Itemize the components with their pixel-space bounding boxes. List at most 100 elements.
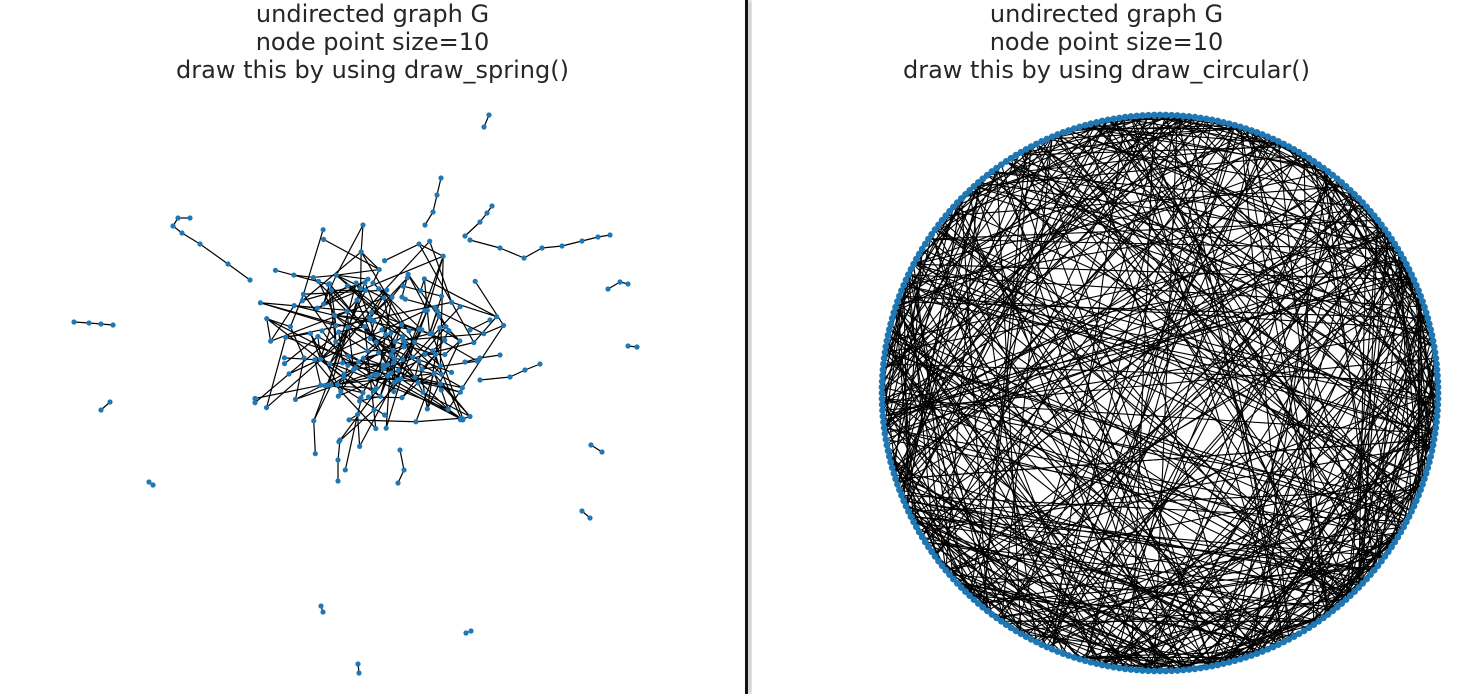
graph-edge xyxy=(318,281,336,316)
graph-node xyxy=(1121,113,1129,121)
graph-node xyxy=(912,523,920,531)
graph-node xyxy=(1315,161,1323,169)
graph-node xyxy=(1081,657,1089,665)
graph-edge xyxy=(1000,136,1053,622)
graph-node xyxy=(339,360,346,366)
graph-node xyxy=(467,237,473,243)
graph-node xyxy=(883,337,891,345)
graph-edge xyxy=(884,234,933,434)
graph-node xyxy=(1070,125,1078,133)
graph-edge xyxy=(1239,126,1439,400)
graph-node xyxy=(395,367,401,373)
graph-edge xyxy=(360,224,364,252)
graph-node xyxy=(1424,464,1432,472)
graph-edge xyxy=(1096,158,1310,664)
graph-node xyxy=(894,481,901,488)
graph-node xyxy=(442,351,448,358)
graph-edge xyxy=(1113,132,1258,668)
graph-edge xyxy=(426,255,444,311)
graph-node xyxy=(1274,138,1282,145)
graph-edge xyxy=(1062,126,1241,654)
graph-node xyxy=(1378,557,1385,565)
graph-node xyxy=(344,308,350,314)
graph-edge xyxy=(499,247,525,259)
graph-node xyxy=(1434,395,1442,403)
graph-node xyxy=(446,328,452,334)
graph-edge xyxy=(931,234,1064,654)
graph-node xyxy=(350,367,356,373)
graph-node xyxy=(1342,183,1350,190)
graph-node xyxy=(422,351,428,357)
graph-node xyxy=(317,356,324,362)
graph-node xyxy=(354,297,360,303)
graph-node xyxy=(931,553,939,560)
graph-node xyxy=(892,475,900,483)
graph-node xyxy=(438,387,444,393)
graph-node xyxy=(402,339,408,345)
graph-node xyxy=(879,407,886,414)
graph-node xyxy=(888,464,896,472)
graph-node xyxy=(1208,116,1216,124)
graph-node xyxy=(1214,661,1222,669)
graph-node xyxy=(925,543,932,551)
graph-node xyxy=(1231,657,1239,665)
graph-node xyxy=(880,360,887,368)
graph-node xyxy=(1391,538,1399,546)
circular-graph-drawing xyxy=(878,111,1442,675)
graph-node xyxy=(501,322,507,329)
graph-node xyxy=(497,352,503,358)
graph-node xyxy=(1434,372,1441,379)
graph-node xyxy=(979,175,987,183)
graph-node xyxy=(364,348,370,354)
graph-node xyxy=(931,226,939,233)
graph-edge xyxy=(431,315,440,334)
graph-edge xyxy=(368,396,403,399)
graph-edge xyxy=(938,224,1343,604)
graph-node xyxy=(962,190,969,198)
graph-edge xyxy=(1228,123,1421,297)
graph-node xyxy=(1300,627,1308,635)
graph-node xyxy=(301,355,307,361)
graph-edge xyxy=(1200,117,1425,308)
graph-node xyxy=(1422,469,1430,477)
graph-node xyxy=(1274,641,1282,648)
graph-edge xyxy=(1107,392,1439,667)
graph-edge xyxy=(347,326,436,356)
graph-node xyxy=(1290,633,1298,641)
graph-edge xyxy=(561,240,583,247)
graph-edge xyxy=(385,378,402,429)
graph-node xyxy=(1027,635,1035,643)
graph-edge xyxy=(973,238,1392,601)
graph-node xyxy=(1214,117,1222,125)
graph-node xyxy=(449,299,455,305)
graph-node xyxy=(391,388,397,395)
graph-edge xyxy=(436,177,442,196)
graph-node xyxy=(146,479,152,485)
graph-node xyxy=(1076,655,1084,663)
graph-node xyxy=(1242,653,1250,661)
graph-node xyxy=(993,614,1000,622)
graph-edge xyxy=(464,221,481,237)
graph-node xyxy=(1225,658,1233,666)
graph-node xyxy=(953,579,961,587)
graph-node xyxy=(1415,491,1422,499)
graph-edge xyxy=(1177,404,1439,671)
graph-node xyxy=(367,335,373,342)
graph-edge xyxy=(949,211,1258,654)
graph-node xyxy=(1098,661,1106,669)
graph-edge xyxy=(881,154,1305,406)
graph-edge xyxy=(1068,130,1405,528)
graph-node xyxy=(477,377,483,383)
graph-edge xyxy=(893,248,923,474)
graph-edge xyxy=(945,185,1347,217)
graph-node xyxy=(283,334,289,340)
graph-edge xyxy=(921,248,1425,480)
graph-node xyxy=(312,451,318,457)
graph-node xyxy=(905,271,912,279)
graph-node xyxy=(1280,638,1288,646)
graph-node xyxy=(1305,624,1313,632)
graph-node xyxy=(445,406,451,412)
graph-edge xyxy=(987,340,1434,612)
graph-node xyxy=(281,355,288,361)
graph-node xyxy=(388,352,394,358)
